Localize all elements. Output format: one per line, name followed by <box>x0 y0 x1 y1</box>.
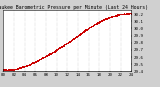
Title: Milwaukee Barometric Pressure per Minute (Last 24 Hours): Milwaukee Barometric Pressure per Minute… <box>0 5 148 10</box>
